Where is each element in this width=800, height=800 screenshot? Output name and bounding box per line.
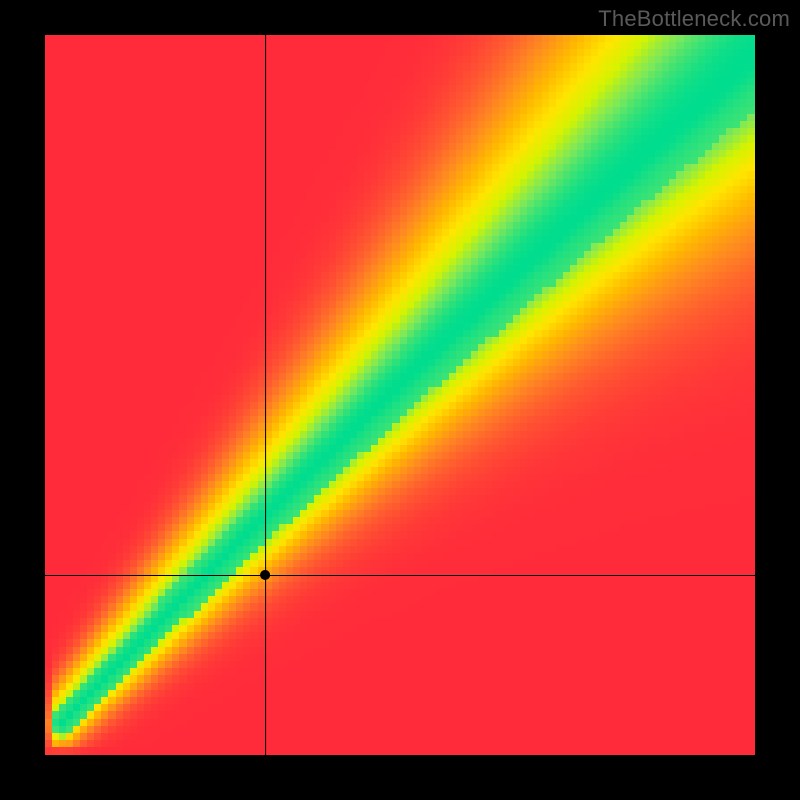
watermark-text: TheBottleneck.com (598, 6, 790, 32)
chart-frame: TheBottleneck.com (0, 0, 800, 800)
heatmap-canvas (45, 35, 755, 755)
heatmap-plot-area (45, 35, 755, 755)
